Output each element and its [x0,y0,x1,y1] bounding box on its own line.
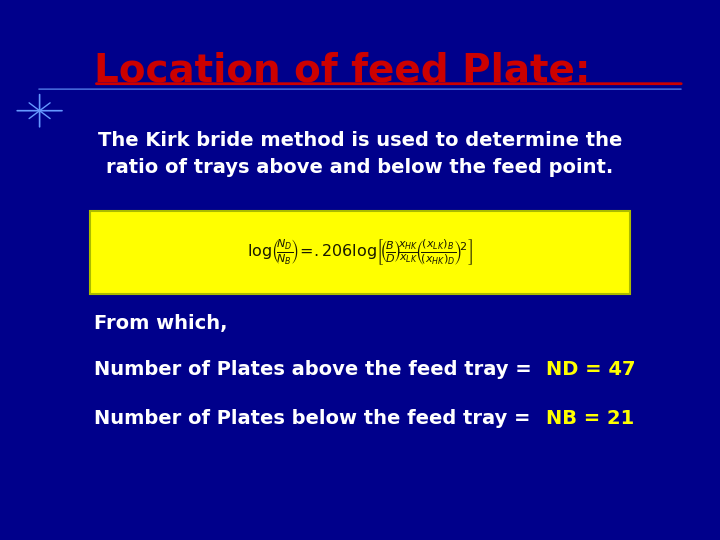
Text: $\log\!\left(\!\frac{N_D}{N_B}\!\right)\!=\!.206\log\!\left[\!\left(\!\frac{B}{D: $\log\!\left(\!\frac{N_D}{N_B}\!\right)\… [247,238,473,267]
Text: ND = 47: ND = 47 [546,360,635,380]
Text: Location of feed Plate:: Location of feed Plate: [94,51,590,89]
Text: From which,: From which, [94,314,227,334]
Text: The Kirk bride method is used to determine the: The Kirk bride method is used to determi… [98,131,622,150]
Text: ratio of trays above and below the feed point.: ratio of trays above and below the feed … [107,158,613,177]
Text: Number of Plates below the feed tray =: Number of Plates below the feed tray = [94,409,537,428]
Text: Number of Plates above the feed tray =: Number of Plates above the feed tray = [94,360,538,380]
Text: NB = 21: NB = 21 [546,409,634,428]
FancyBboxPatch shape [90,211,630,294]
